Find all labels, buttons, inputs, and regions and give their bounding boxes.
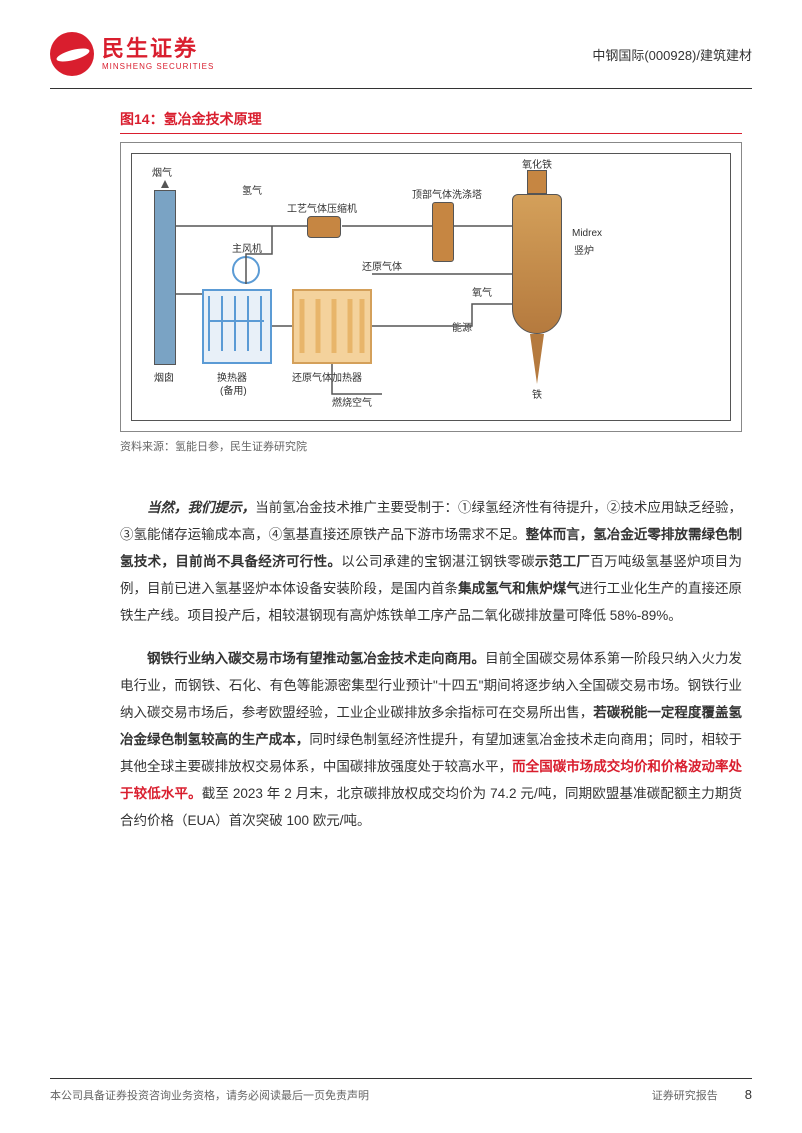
fan-shape [232, 256, 260, 284]
header-right-text: 中钢国际(000928)/建筑建材 [592, 45, 752, 64]
label-energy: 能源 [452, 319, 472, 334]
label-oxygen: 氧气 [472, 284, 492, 299]
furnace-cone [530, 334, 544, 384]
heat-exchanger-shape [202, 289, 272, 364]
label-reducing-gas: 还原气体 [362, 258, 402, 273]
logo-text-cn: 民生证券 [102, 37, 214, 61]
p1-b: 以公司承建的宝钢湛江钢铁零碳 [341, 554, 535, 569]
figure-title: 图14：氢冶金技术原理 [120, 109, 742, 134]
logo-block: 民生证券 MINSHENG SECURITIES [50, 32, 214, 76]
arrow-icon [161, 180, 169, 188]
logo-text-en: MINSHENG SECURITIES [102, 62, 214, 71]
p2-bold1: 钢铁行业纳入碳交易市场有望推动氢冶金技术走向商用。 [147, 651, 485, 666]
label-heater: 还原气体加热器 [292, 369, 362, 384]
diagram-container: 烟气 烟囱 氢气 工艺气体压缩机 顶部气体洗涤塔 氧化铁 Midrex 竖炉 铁… [120, 142, 742, 432]
label-midrex: Midrex [572, 228, 602, 239]
p1-bold2: 示范工厂 [535, 554, 590, 569]
chimney-shape [154, 190, 176, 365]
footer-right: 证券研究报告 [652, 1090, 718, 1102]
furnace-top [527, 170, 547, 194]
content-area: 图14：氢冶金技术原理 烟气 烟囱 氢气 工艺气体压缩机 顶部气体洗涤塔 氧化铁… [0, 89, 802, 834]
page-header: 民生证券 MINSHENG SECURITIES 中钢国际(000928)/建筑… [0, 0, 802, 88]
label-hydrogen: 氢气 [242, 182, 262, 197]
label-midrex2: 竖炉 [574, 242, 594, 257]
diagram: 烟气 烟囱 氢气 工艺气体压缩机 顶部气体洗涤塔 氧化铁 Midrex 竖炉 铁… [131, 153, 731, 421]
label-compressor: 工艺气体压缩机 [287, 200, 357, 215]
body-text: 当然，我们提示，当前氢冶金技术推广主要受制于：①绿氢经济性有待提升，②技术应用缺… [120, 494, 742, 834]
label-scrubber: 顶部气体洗涤塔 [412, 186, 482, 201]
label-iron-oxide: 氧化铁 [522, 156, 552, 171]
figure-caption: 资料来源：氢能日参，民生证券研究院 [120, 438, 742, 454]
furnace-shape [512, 194, 562, 334]
p1-bold3: 集成氢气和焦炉煤气 [458, 581, 580, 596]
logo-icon [50, 32, 94, 76]
page-number: 8 [745, 1087, 752, 1102]
paragraph-2: 钢铁行业纳入碳交易市场有望推动氢冶金技术走向商用。目前全国碳交易体系第一阶段只纳… [120, 645, 742, 834]
label-chimney: 烟囱 [154, 369, 174, 384]
footer-divider [50, 1078, 752, 1079]
label-smoke-gas: 烟气 [152, 164, 172, 179]
paragraph-1: 当然，我们提示，当前氢冶金技术推广主要受制于：①绿氢经济性有待提升，②技术应用缺… [120, 494, 742, 629]
footer-left: 本公司具备证券投资咨询业务资格，请务必阅读最后一页免责声明 [50, 1087, 369, 1103]
scrubber-shape [432, 202, 454, 262]
p2-c: 截至 2023 年 2 月末，北京碳排放权成交均价为 74.2 元/吨，同期欧盟… [120, 786, 742, 828]
page-footer: 本公司具备证券投资咨询业务资格，请务必阅读最后一页免责声明 证券研究报告 8 [50, 1078, 752, 1103]
label-heat-ex2: (备用) [220, 382, 247, 397]
heater-shape [292, 289, 372, 364]
compressor-shape [307, 216, 341, 238]
label-combustion-air: 燃烧空气 [332, 394, 372, 409]
label-main-fan: 主风机 [232, 240, 262, 255]
p1-lead: 当然，我们提示， [147, 500, 255, 515]
label-iron: 铁 [532, 386, 542, 401]
